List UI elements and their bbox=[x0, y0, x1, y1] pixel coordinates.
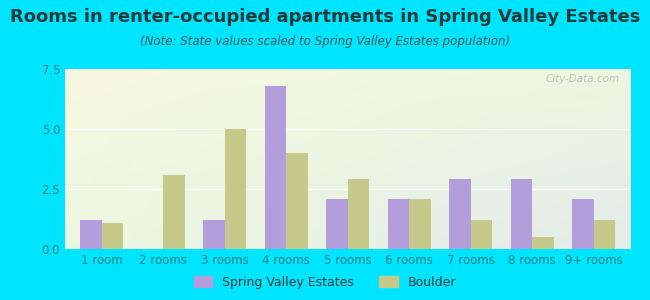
Bar bbox=[387, 199, 410, 249]
Bar bbox=[593, 220, 615, 249]
Bar bbox=[286, 153, 308, 249]
Bar bbox=[102, 223, 124, 249]
Bar bbox=[449, 179, 471, 249]
Bar bbox=[471, 220, 492, 249]
Legend: Spring Valley Estates, Boulder: Spring Valley Estates, Boulder bbox=[188, 271, 462, 294]
Bar bbox=[326, 199, 348, 249]
Text: City-Data.com: City-Data.com bbox=[545, 74, 619, 84]
Bar bbox=[265, 86, 286, 249]
Text: (Note: State values scaled to Spring Valley Estates population): (Note: State values scaled to Spring Val… bbox=[140, 34, 510, 47]
Bar bbox=[225, 129, 246, 249]
Bar bbox=[348, 179, 369, 249]
Bar bbox=[81, 220, 102, 249]
Bar bbox=[163, 175, 185, 249]
Text: Rooms in renter-occupied apartments in Spring Valley Estates: Rooms in renter-occupied apartments in S… bbox=[10, 8, 640, 26]
Bar bbox=[410, 199, 431, 249]
Bar bbox=[203, 220, 225, 249]
Bar bbox=[532, 237, 554, 249]
Bar bbox=[511, 179, 532, 249]
Bar bbox=[572, 199, 593, 249]
